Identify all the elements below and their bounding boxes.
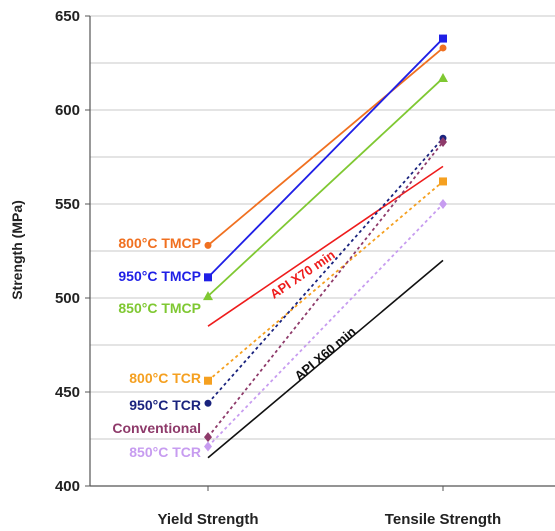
data-point — [204, 241, 212, 249]
series-label: 850°C TMCP — [118, 300, 201, 316]
y-tick-label: 450 — [55, 384, 80, 401]
reference-line — [207, 259, 444, 459]
category-label: Yield Strength — [157, 511, 258, 528]
y-tick-label: 650 — [55, 8, 80, 25]
y-tick-label: 550 — [55, 196, 80, 213]
series-line — [207, 47, 444, 247]
series-line — [207, 77, 444, 297]
series-line — [207, 141, 444, 438]
y-tick-label: 400 — [55, 478, 80, 495]
reference-label: API X60 min — [292, 324, 359, 384]
data-point — [204, 376, 212, 385]
reference-label: API X70 min — [267, 247, 338, 302]
data-point — [439, 177, 447, 186]
series-labels: 800°C TMCP 950°C TMCP 850°C TMCP 800°C TCR 9… — [112, 235, 201, 460]
data-point — [439, 199, 447, 209]
series-label: 950°C TMCP — [118, 268, 201, 284]
category-labels: Yield Strength Tensile Strength — [157, 511, 501, 528]
data-point — [204, 441, 212, 452]
data-point — [204, 273, 212, 282]
y-tick-label: 600 — [55, 102, 80, 119]
data-point — [438, 73, 448, 83]
reference-lines: API X70 min API X60 min — [207, 165, 444, 459]
gridlines — [90, 15, 555, 440]
y-tick-labels: 400 450 500 550 600 650 — [55, 8, 80, 495]
axes — [85, 15, 555, 491]
data-point — [204, 399, 212, 407]
data-point — [204, 432, 212, 443]
data-point — [439, 136, 447, 147]
series-label: 850°C TCR — [129, 444, 201, 460]
series-label: 800°C TMCP — [118, 235, 201, 251]
y-axis-title: Strength (MPa) — [9, 200, 25, 300]
series-lines — [203, 34, 448, 452]
series-label: Conventional — [112, 420, 201, 436]
data-point — [439, 44, 447, 52]
series-line — [207, 203, 444, 448]
data-point — [439, 34, 447, 43]
reference-line — [207, 165, 444, 327]
series-line — [207, 137, 444, 404]
y-tick-label: 500 — [55, 290, 80, 307]
series-label: 950°C TCR — [129, 397, 201, 413]
series-label: 800°C TCR — [129, 370, 201, 386]
category-label: Tensile Strength — [385, 511, 501, 528]
series-line — [207, 37, 444, 278]
data-point — [203, 291, 213, 301]
